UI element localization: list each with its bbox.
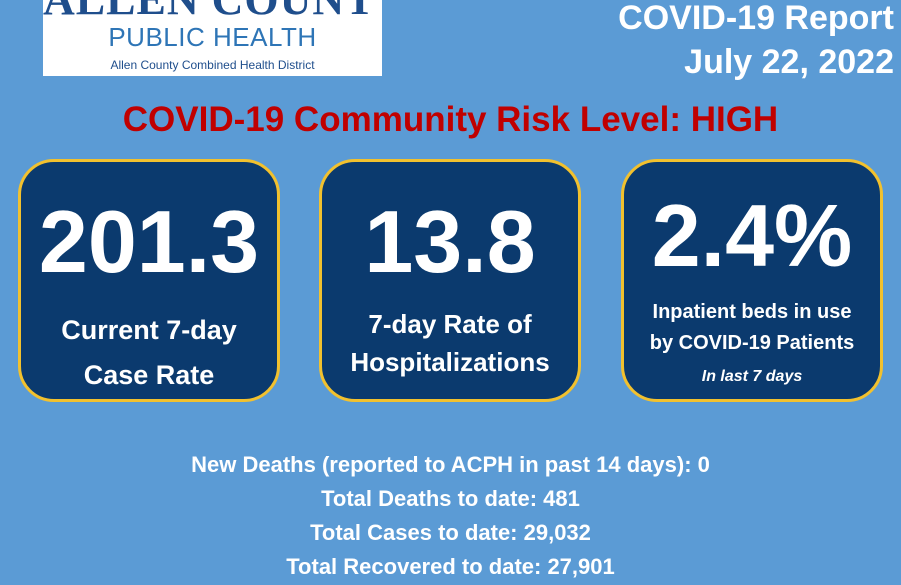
hospitalization-rate-label-line2: Hospitalizations [350, 347, 550, 377]
logo: ALLEN COUNTY PUBLIC HEALTH Allen County … [43, 0, 382, 76]
hospitalization-rate-value: 13.8 [364, 192, 536, 291]
total-cases-line: Total Cases to date: 29,032 [310, 520, 591, 545]
logo-county-name: ALLEN COUNTY [43, 0, 382, 25]
hospitalization-rate-label-line1: 7-day Rate of [368, 309, 532, 339]
report-title: COVID-19 Report [618, 0, 894, 37]
case-rate-label-line1: Current 7-day [61, 315, 237, 345]
case-rate-value: 201.3 [38, 192, 260, 291]
case-rate-label: Current 7-day Case Rate [21, 308, 277, 398]
hospitalization-rate-label: 7-day Rate of Hospitalizations [322, 305, 578, 381]
report-header: COVID-19 Report July 22, 2022 [618, 0, 894, 84]
summary-stats: New Deaths (reported to ACPH in past 14 … [0, 448, 901, 584]
inpatient-beds-label-line2: by COVID-19 Patients [649, 332, 855, 354]
logo-district: Allen County Combined Health District [110, 58, 315, 72]
case-rate-label-line2: Case Rate [83, 360, 215, 390]
inpatient-beds-card: 2.4% Inpatient beds in use by COVID-19 P… [621, 159, 883, 402]
inpatient-beds-label-line1: Inpatient beds in use [652, 301, 852, 323]
hospitalization-rate-card: 13.8 7-day Rate of Hospitalizations [319, 159, 581, 402]
new-deaths-line: New Deaths (reported to ACPH in past 14 … [191, 452, 710, 477]
risk-level-heading: COVID-19 Community Risk Level: HIGH [122, 100, 779, 139]
inpatient-beds-note: In last 7 days [701, 368, 803, 385]
logo-department: PUBLIC HEALTH [108, 22, 317, 52]
total-deaths-line: Total Deaths to date: 481 [321, 486, 580, 511]
inpatient-beds-label: Inpatient beds in use by COVID-19 Patien… [624, 297, 880, 359]
inpatient-beds-value: 2.4% [651, 186, 853, 285]
total-recovered-line: Total Recovered to date: 27,901 [286, 554, 615, 579]
report-date: July 22, 2022 [684, 43, 894, 81]
case-rate-card: 201.3 Current 7-day Case Rate [18, 159, 280, 402]
